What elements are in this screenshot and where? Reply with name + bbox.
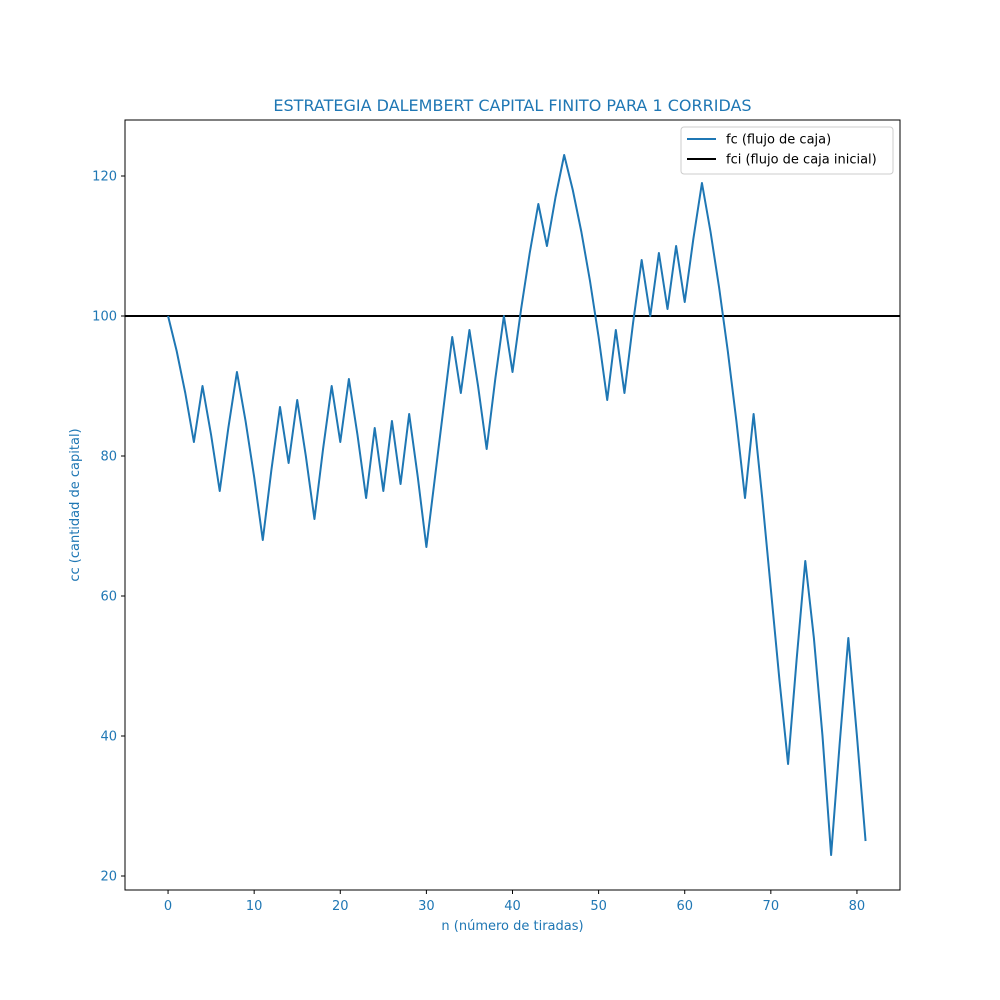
x-tick-label: 60 [676,899,693,914]
legend-label-fci: fci (flujo de caja inicial) [726,153,877,168]
x-tick-label: 40 [504,899,521,914]
y-tick-label: 60 [100,590,117,605]
legend-label-fc: fc (flujo de caja) [726,133,831,148]
x-tick-label: 10 [246,899,263,914]
series-lines [125,154,900,856]
y-tick-label: 80 [100,450,117,465]
x-axis: 0 10 20 30 40 50 60 70 80 [164,890,865,914]
y-tick-label: 120 [92,170,117,185]
legend-box [680,126,894,175]
y-tick-label: 20 [100,870,117,885]
x-tick-label: 70 [763,899,780,914]
x-tick-label: 20 [332,899,349,914]
y-axis-label: cc (cantidad de capital) [68,428,83,581]
y-tick-label: 40 [100,730,117,745]
y-tick-label: 100 [92,310,117,325]
plot-area [125,154,900,856]
x-axis-label: n (número de tiradas) [441,919,583,934]
y-axis: 20 40 60 80 100 120 [92,170,125,885]
chart-title: ESTRATEGIA DALEMBERT CAPITAL FINITO PARA… [273,96,751,115]
series-line-fc [167,154,867,856]
legend: fc (flujo de caja) fci (flujo de caja in… [680,126,894,175]
x-tick-label: 80 [849,899,866,914]
x-tick-label: 0 [164,899,172,914]
x-tick-label: 50 [590,899,607,914]
x-tick-label: 30 [418,899,435,914]
